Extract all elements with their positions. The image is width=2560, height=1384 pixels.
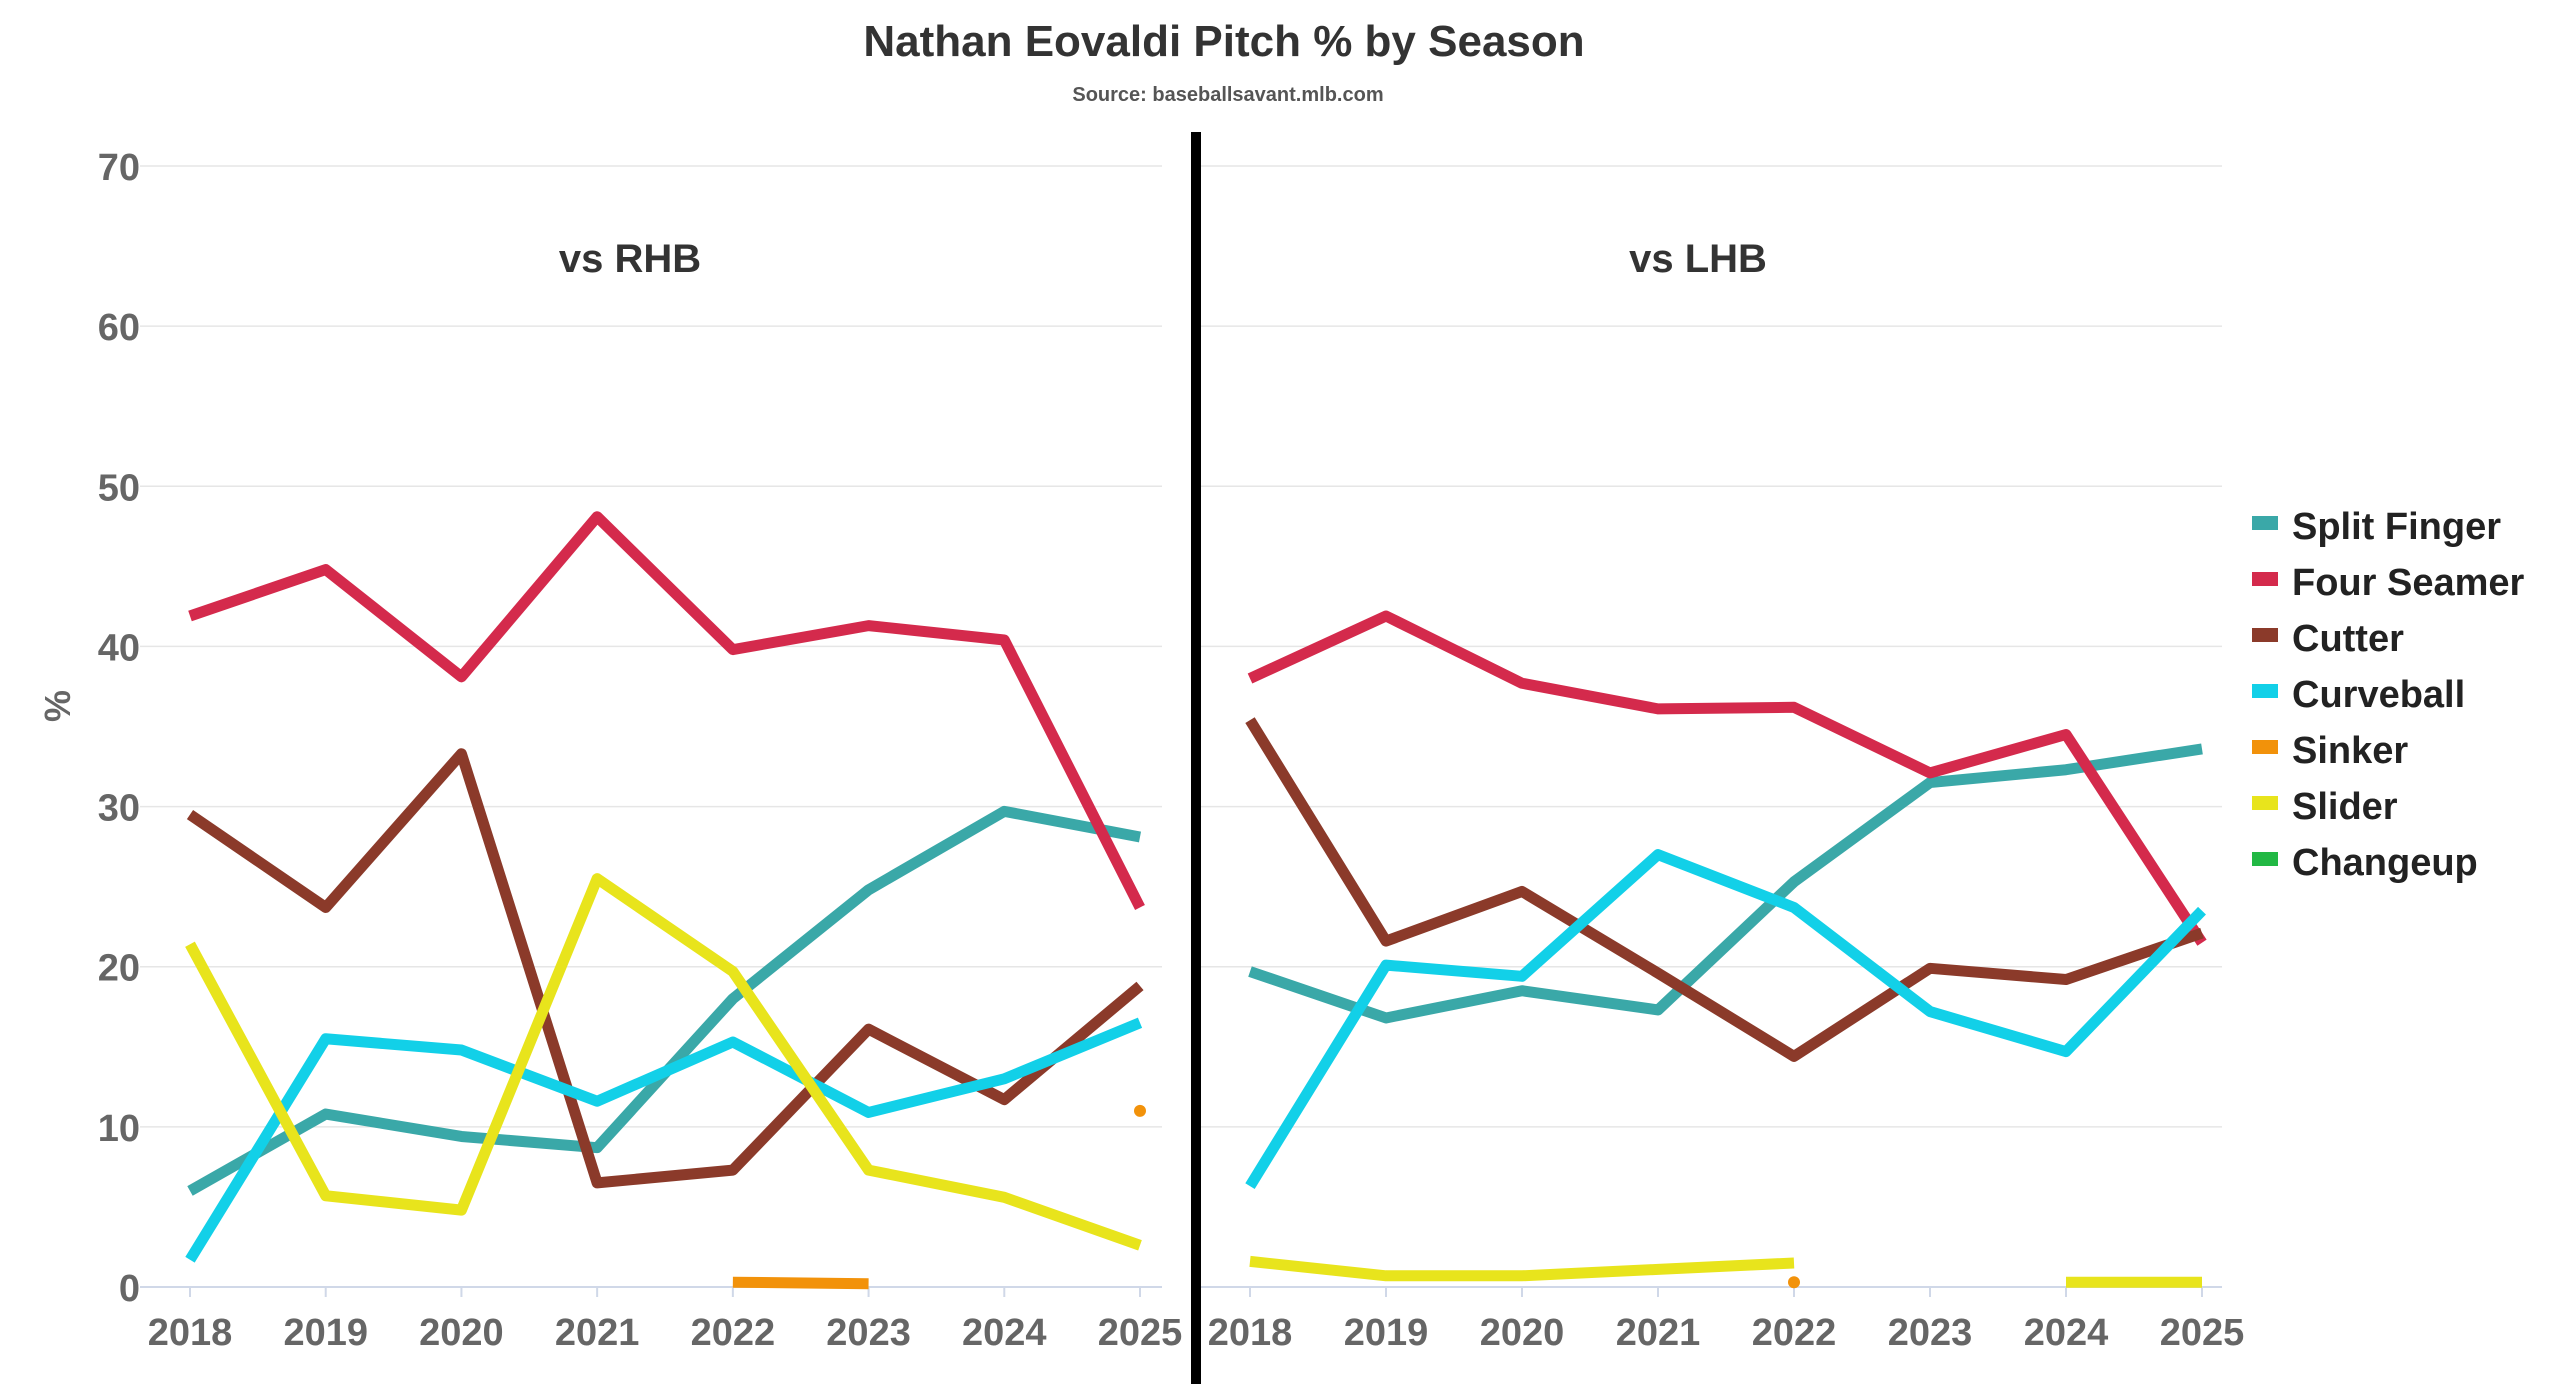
legend-swatch-changeup [2252, 852, 2278, 866]
panel-divider [1191, 132, 1201, 1384]
x-tick-2020: 2020 [1480, 1312, 1565, 1354]
series-line-four-seamer [1247, 610, 2207, 946]
legend-swatch-four-seamer [2252, 572, 2278, 586]
series-line-cutter [1245, 717, 2204, 1062]
legend: Split Finger Four Seamer Cutter Curveball Si… [2252, 506, 2525, 884]
series-line-curveball [185, 1017, 1143, 1263]
grid-lines [140, 165, 2222, 1288]
y-tick-70: 70 [98, 147, 140, 189]
y-tick-60: 60 [98, 307, 140, 349]
series-point-sinker [1134, 1104, 1146, 1117]
x-tick-2020: 2020 [419, 1312, 504, 1354]
x-tick-2018: 2018 [1208, 1312, 1293, 1354]
x-tick-2024: 2024 [2024, 1312, 2109, 1354]
series-line-four-seamer [188, 511, 1145, 910]
legend-label-sinker: Sinker [2292, 730, 2408, 772]
series-line-curveball [1245, 849, 2206, 1189]
y-tick-40: 40 [98, 627, 140, 669]
x-tick-2024: 2024 [962, 1312, 1047, 1354]
y-axis-label: % [37, 690, 78, 722]
x-tick-2019: 2019 [283, 1312, 368, 1354]
x-tick-2021: 2021 [1616, 1312, 1701, 1354]
x-tick-2023: 2023 [826, 1312, 911, 1354]
x-tick-2022: 2022 [691, 1312, 776, 1354]
legend-swatch-slider [2252, 796, 2278, 810]
chart-title: Nathan Eovaldi Pitch % by Season [863, 17, 1584, 66]
x-tick-2022: 2022 [1752, 1312, 1837, 1354]
legend-label-four-seamer: Four Seamer [2292, 562, 2525, 604]
panel-title-vs-lhb: vs LHB [1629, 237, 1767, 281]
panel-title-vs-rhb: vs RHB [559, 237, 701, 281]
legend-swatch-sinker [2252, 740, 2278, 754]
legend-label-slider: Slider [2292, 786, 2398, 828]
y-tick-0: 0 [119, 1268, 140, 1310]
legend-label-split-finger: Split Finger [2292, 506, 2501, 548]
y-axis: 0 10 20 30 40 50 60 70 [98, 147, 140, 1310]
x-tick-2021: 2021 [555, 1312, 640, 1354]
series-line-slider [1249, 1255, 1795, 1282]
panel-vs-lhb: vs LHB 2018 2019 2020 2021 2022 2023 2024 2025 [1208, 237, 2245, 1354]
y-tick-10: 10 [98, 1108, 140, 1150]
x-tick-2018: 2018 [148, 1312, 233, 1354]
x-tick-2023: 2023 [1888, 1312, 1973, 1354]
x-tick-2025: 2025 [2160, 1312, 2245, 1354]
series-line-split-finger [1248, 743, 2203, 1024]
panel-vs-rhb: vs RHB 2018 2019 2020 2021 2022 2023 2024 2025 [148, 237, 1183, 1354]
legend-label-changeup: Changeup [2292, 842, 2478, 884]
y-tick-50: 50 [98, 467, 140, 509]
x-tick-2019: 2019 [1344, 1312, 1429, 1354]
chart-source: Source: baseballsavant.mlb.com [1072, 84, 1383, 106]
legend-label-cutter: Cutter [2292, 618, 2404, 660]
y-tick-20: 20 [98, 948, 140, 990]
series-point-sinker [1788, 1276, 1800, 1289]
series-line-sinker [732, 1276, 869, 1290]
series-line-slider [185, 873, 1142, 1251]
legend-swatch-cutter [2252, 628, 2278, 642]
legend-swatch-split-finger [2252, 516, 2278, 530]
y-tick-30: 30 [98, 788, 140, 830]
series-line-split-finger [187, 805, 1142, 1196]
legend-swatch-curveball [2252, 684, 2278, 698]
legend-label-curveball: Curveball [2292, 674, 2465, 716]
x-tick-2025: 2025 [1098, 1312, 1183, 1354]
